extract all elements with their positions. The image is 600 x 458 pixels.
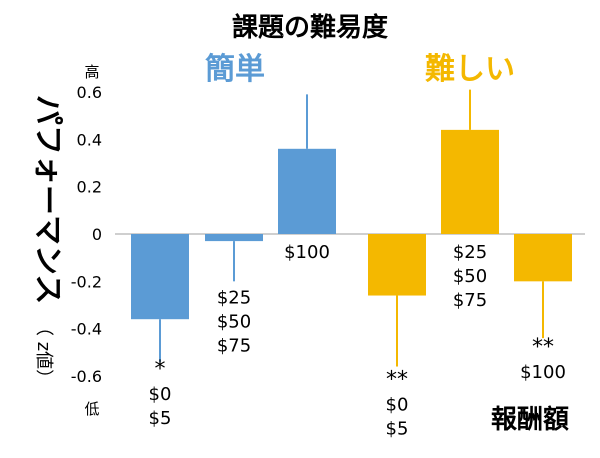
bar-label: $5 — [149, 408, 172, 429]
significance-marker: ** — [386, 368, 408, 393]
y-axis-label: パフォーマンス — [30, 95, 65, 304]
x-axis-label: 報酬額 — [491, 405, 569, 435]
bar-label: $75 — [453, 290, 487, 311]
y-tick-label: -0.2 — [71, 272, 102, 291]
bar-label: $50 — [453, 266, 487, 287]
bar-label: $50 — [217, 311, 251, 332]
bar-label: $25 — [453, 242, 487, 263]
bar-label: $5 — [386, 419, 409, 440]
y-tick-label: 0.6 — [77, 83, 102, 102]
y-tick-label: -0.6 — [71, 367, 102, 386]
bar — [514, 234, 572, 282]
bar — [205, 234, 263, 242]
bar-label: $25 — [217, 287, 251, 308]
chart-title: 課題の難易度 — [232, 12, 388, 43]
y-tick-label: -0.4 — [71, 320, 102, 339]
bar-label: $100 — [284, 242, 330, 263]
bar-label: $75 — [217, 335, 251, 356]
group-label-hard: 難しい — [425, 52, 515, 87]
y-tick-label: 0.2 — [77, 178, 102, 197]
bar — [441, 129, 499, 234]
bar — [278, 148, 336, 234]
y-tick-label: 0.4 — [77, 130, 102, 149]
y-high-label: 高 — [84, 63, 99, 81]
y-axis-label-sub: （ z値） — [33, 318, 54, 387]
bar — [131, 234, 189, 320]
bar — [368, 234, 426, 296]
y-tick-label: 0 — [92, 225, 102, 244]
bar-label: $0 — [149, 384, 172, 405]
bar-label: $100 — [520, 362, 566, 383]
significance-marker: * — [155, 357, 166, 382]
group-label-easy: 簡単 — [205, 52, 265, 87]
significance-marker: ** — [532, 335, 554, 360]
y-low-label: 低 — [84, 400, 99, 418]
bar-label: $0 — [386, 395, 409, 416]
